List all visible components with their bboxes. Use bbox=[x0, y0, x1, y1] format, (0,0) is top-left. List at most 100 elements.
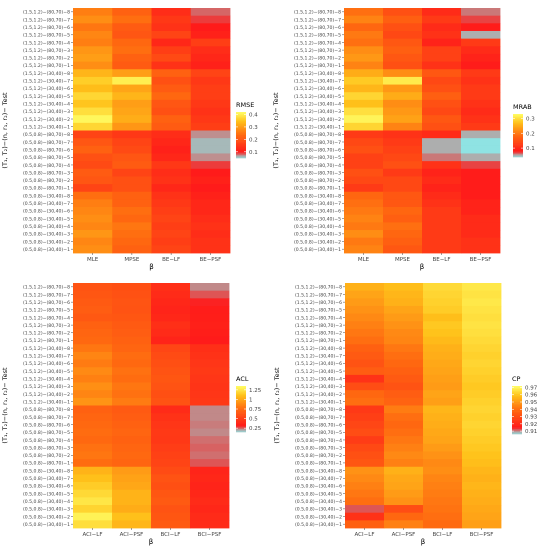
heatmap-cell bbox=[383, 237, 423, 246]
heatmap-cell bbox=[190, 214, 231, 223]
heatmap-cell bbox=[461, 53, 501, 62]
heatmap-cell bbox=[461, 191, 501, 200]
heatmap-cell bbox=[462, 328, 502, 337]
row-label: (0.5,0.8)−(30,40)−1 bbox=[23, 522, 70, 528]
legend-tick-label: 0.3 bbox=[249, 125, 258, 131]
heatmap-cell bbox=[383, 92, 423, 101]
row-label: (0.5,0.8)−(80,70)−8 bbox=[23, 407, 70, 413]
heatmap-cell bbox=[112, 420, 152, 429]
heatmap-cell bbox=[383, 15, 423, 24]
heatmap-cell bbox=[151, 298, 191, 307]
heatmap-panel-3: (1.5,1.2)−(80,70)−8(1.5,1.2)−(80,70)−7 (1… bbox=[1, 283, 262, 546]
legend-gradient-step bbox=[512, 411, 522, 414]
row-label: (0.5,0.8)−(30,40)−2 bbox=[23, 239, 70, 245]
row-label: (0.5,0.8)−(30,40)−4 bbox=[295, 499, 342, 505]
heatmap-cell bbox=[112, 520, 152, 529]
legend-gradient-step bbox=[236, 154, 246, 157]
row-label: (1.5,1.2)−(30,40)−3 bbox=[23, 384, 70, 390]
heatmap-cell bbox=[73, 76, 113, 85]
heatmap-cell bbox=[151, 245, 192, 254]
heatmap-cell bbox=[190, 245, 231, 254]
heatmap-cell bbox=[423, 298, 463, 307]
heatmap-cell bbox=[344, 15, 384, 24]
row-label: (1.5,1.2)−(30,40)−8 bbox=[295, 346, 342, 352]
heatmap-cell bbox=[423, 382, 463, 391]
heatmap-cell bbox=[112, 359, 152, 368]
heatmap-cell bbox=[73, 214, 113, 223]
heatmap-cell bbox=[151, 168, 192, 177]
heatmap-cell bbox=[345, 397, 385, 406]
row-label: (0.5,0.8)−(30,40)−3 bbox=[23, 232, 70, 238]
heatmap-cell bbox=[345, 382, 385, 391]
heatmap-cell bbox=[344, 199, 384, 208]
row-label: (0.5,0.8)−(30,40)−3 bbox=[295, 507, 342, 513]
row-label: (1.5,1.2)−(80,70)−3 bbox=[294, 48, 341, 54]
heatmap-cell bbox=[345, 505, 385, 514]
row-label: (0.5,0.8)−(30,40)−1 bbox=[294, 247, 341, 253]
heatmap-cell bbox=[384, 520, 424, 529]
row-label: (0.5,0.8)−(80,70)−1 bbox=[294, 186, 341, 192]
heatmap-cell bbox=[190, 505, 230, 514]
heatmap-cell bbox=[383, 207, 423, 216]
row-label: (0.5,0.8)−(30,40)−8 bbox=[294, 193, 341, 199]
heatmap-cell bbox=[151, 184, 192, 193]
heatmap-cell bbox=[344, 99, 384, 108]
row-label: (0.5,0.8)−(30,40)−7 bbox=[23, 476, 70, 482]
column-label: BCI−LF bbox=[161, 532, 181, 538]
legend-gradient-step bbox=[236, 116, 246, 119]
row-label: (0.5,0.8)−(80,70)−3 bbox=[23, 445, 70, 451]
legend-gradient-step bbox=[513, 116, 523, 119]
heatmap-cell bbox=[345, 321, 385, 330]
row-label: (1.5,1.2)−(30,40)−1 bbox=[23, 399, 70, 405]
heatmap-cell bbox=[190, 497, 230, 506]
heatmap-cell bbox=[462, 497, 502, 506]
heatmap-cell bbox=[151, 15, 192, 24]
column-label: BE−PSF bbox=[470, 257, 492, 263]
heatmap-cell bbox=[190, 459, 230, 468]
row-label: (1.5,1.2)−(80,70)−5 bbox=[295, 308, 342, 314]
heatmap-cell bbox=[461, 245, 501, 254]
row-label: (1.5,1.2)−(80,70)−4 bbox=[23, 40, 70, 46]
heatmap-cell bbox=[151, 84, 192, 93]
heatmap-cell bbox=[423, 451, 463, 460]
heatmap-cell bbox=[345, 443, 385, 452]
heatmap-cell bbox=[73, 321, 113, 330]
row-label: (0.5,0.8)−(80,70)−4 bbox=[294, 163, 341, 169]
heatmap-cell bbox=[73, 84, 113, 93]
heatmap-cell bbox=[461, 199, 501, 208]
heatmap-cell bbox=[190, 237, 231, 246]
legend-gradient-step bbox=[513, 122, 523, 125]
legend-gradient-step bbox=[512, 398, 522, 401]
heatmap-cell bbox=[151, 53, 192, 62]
heatmap-cell bbox=[112, 459, 152, 468]
legend-gradient-step bbox=[512, 387, 522, 390]
legend: ACL 0.25 0.5 0.75 1 1.25 bbox=[236, 375, 262, 433]
heatmap-cell bbox=[73, 428, 113, 437]
heatmap-cell bbox=[423, 428, 463, 437]
legend-gradient-step bbox=[236, 422, 246, 425]
heatmap-cell bbox=[462, 482, 502, 491]
legend-tick-label: 0.97 bbox=[525, 385, 538, 391]
row-label: (1.5,1.2)−(80,70)−6 bbox=[23, 300, 70, 306]
heatmap-cell bbox=[190, 191, 231, 200]
heatmap-cell bbox=[461, 30, 501, 40]
heatmap-cell bbox=[73, 53, 113, 62]
legend-gradient-step bbox=[236, 430, 246, 433]
heatmap-cell bbox=[190, 222, 231, 231]
heatmap-cell bbox=[422, 53, 462, 62]
heatmap-cell bbox=[190, 290, 230, 299]
row-label: (1.5,1.2)−(30,40)−4 bbox=[23, 102, 70, 108]
heatmap-cell bbox=[345, 359, 385, 368]
row-label: (0.5,0.8)−(30,40)−4 bbox=[294, 224, 341, 230]
row-label: (0.5,0.8)−(80,70)−3 bbox=[294, 170, 341, 176]
heatmap-cell bbox=[151, 505, 191, 514]
heatmap-cell bbox=[151, 76, 192, 85]
heatmap-cell bbox=[384, 359, 424, 368]
heatmap-cell bbox=[151, 122, 192, 131]
row-label: (1.5,1.2)−(80,70)−5 bbox=[294, 33, 341, 39]
heatmap-cell bbox=[462, 359, 502, 368]
heatmap-cell bbox=[461, 138, 501, 147]
heatmap-cell bbox=[73, 459, 113, 468]
heatmap-cell bbox=[422, 207, 462, 216]
heatmap-cell bbox=[345, 459, 385, 468]
